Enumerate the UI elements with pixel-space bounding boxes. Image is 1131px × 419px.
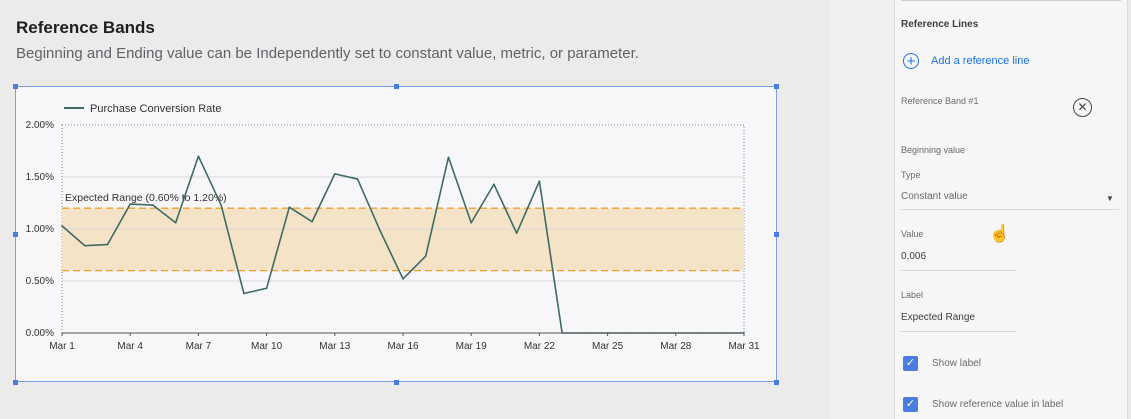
label-input[interactable]: Expected Range [901,312,975,323]
value-input[interactable]: 0,006 [901,251,927,262]
value-label: Value [901,229,924,239]
properties-panel: Reference Lines + Add a reference line R… [894,0,1128,419]
data-point [493,183,495,186]
x-tick-label: Mar 19 [456,341,488,352]
divider [901,0,1121,1]
show-label-checkbox-row[interactable]: ✓ Show label [903,356,981,371]
x-tick-label: Mar 13 [319,341,351,352]
data-point [402,278,404,280]
add-reference-line-label: Add a reference line [931,55,1030,67]
check-icon[interactable]: ✓ [903,397,918,412]
data-point [174,221,177,224]
value-underline [901,270,1017,271]
data-point [515,232,518,234]
data-point [265,287,268,290]
section-subtitle: Beginning and Ending value can be Indepe… [16,45,639,62]
show-reference-value-text: Show reference value in label [932,399,1064,410]
type-label: Type [901,170,921,180]
reference-band-name: Reference Band #1 [901,96,979,106]
x-tick-label: Mar 28 [660,341,692,352]
reference-band [62,208,744,271]
type-select[interactable]: Constant value [901,191,968,202]
section-title: Reference Bands [16,18,155,37]
x-tick-label: Mar 31 [728,341,760,352]
y-tick-label: 0.00% [26,328,54,339]
beginning-value-label: Beginning value [901,145,966,155]
data-point [288,206,291,208]
chevron-down-icon[interactable]: ▼ [1106,194,1114,203]
y-tick-label: 1.50% [26,172,54,183]
check-icon[interactable]: ✓ [903,356,918,371]
show-label-text: Show label [932,358,981,369]
data-point [334,173,336,175]
resize-handle-se[interactable] [774,380,779,385]
x-tick-label: Mar 1 [49,341,75,352]
x-tick-label: Mar 4 [117,341,143,352]
close-circle-icon[interactable]: ✕ [1073,98,1092,117]
x-tick-label: Mar 10 [251,341,283,352]
reference-lines-heading: Reference Lines [901,19,979,30]
resize-handle-nw[interactable] [13,84,18,89]
data-point [538,180,541,182]
data-point [197,155,200,157]
resize-handle-e[interactable] [774,232,779,237]
data-point [220,204,222,206]
data-point [83,244,86,247]
panel-gutter [830,0,894,419]
y-tick-label: 1.00% [26,224,54,235]
data-point [470,221,473,224]
y-tick-label: 0.50% [26,276,54,287]
data-point [447,156,450,159]
data-point [106,243,109,246]
label-underline [901,331,1017,332]
x-tick-label: Mar 25 [592,341,624,352]
x-tick-label: Mar 7 [186,341,212,352]
hand-cursor-icon: ☝ [989,224,1011,243]
type-underline [901,209,1119,210]
resize-handle-n[interactable] [394,84,399,89]
add-circle-icon: + [903,53,919,69]
resize-handle-s[interactable] [394,380,399,385]
data-point [311,220,313,223]
show-reference-value-checkbox-row[interactable]: ✓ Show reference value in label [903,397,1063,412]
x-tick-label: Mar 22 [524,341,556,352]
label-label: Label [901,290,924,300]
time-series-chart: 2.00% 1.50% 1.00% 0.50% 0.00% Mar 1 Mar 4 Mar 7… [26,103,760,352]
data-point [243,292,245,295]
add-reference-line-button[interactable]: + Add a reference line [903,51,1029,71]
data-point [61,225,63,227]
data-point [356,178,359,180]
y-tick-label: 2.00% [26,120,54,131]
report-canvas-area: Reference Bands Beginning and Ending val… [13,18,779,385]
data-point [424,255,427,257]
x-tick-label: Mar 16 [387,341,419,352]
resize-handle-ne[interactable] [774,84,779,89]
band-label: Expected Range (0.60% to 1.20%) [65,192,227,204]
data-point [129,203,131,205]
chart-container[interactable]: 2.00% 1.50% 1.00% 0.50% 0.00% Mar 1 Mar 4 Mar 7… [15,86,777,382]
data-point [379,230,382,232]
resize-handle-sw[interactable] [13,380,18,385]
resize-handle-w[interactable] [13,232,18,237]
data-point [152,204,154,206]
legend-label: Purchase Conversion Rate [90,103,221,115]
